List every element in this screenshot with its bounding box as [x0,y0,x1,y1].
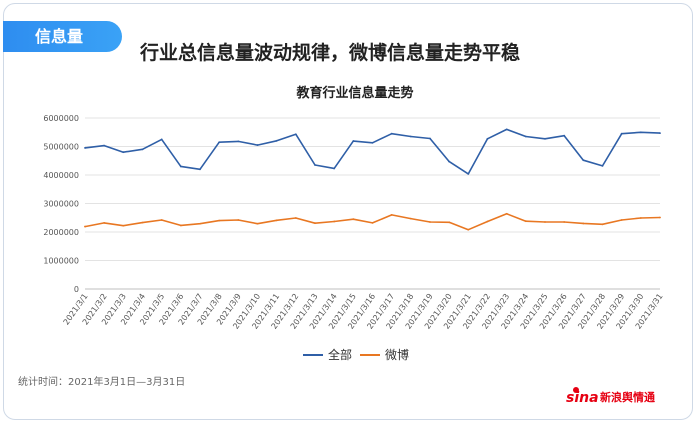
series-line-0 [84,128,661,175]
data-point [103,144,106,147]
y-tick-label: 2000000 [43,228,79,237]
data-point [659,216,661,219]
data-point [294,133,297,136]
sina-yuqing-logo: sina 新浪舆情通 [566,387,655,406]
data-point [486,137,489,140]
legend-label-1: 微博 [385,347,409,362]
data-point [467,228,470,231]
data-point [275,139,278,142]
data-point [409,135,412,138]
category-badge: 信息量 [3,21,122,52]
data-point [179,165,182,168]
data-point [505,212,508,215]
logo-text: 新浪舆情通 [600,390,655,404]
logo-mark: sina [566,390,599,406]
data-point [352,218,355,221]
data-point [601,164,604,167]
x-axis-ticks: 2021/3/12021/3/22021/3/32021/3/42021/3/5… [62,292,665,331]
data-point [314,164,316,166]
data-point [218,219,221,222]
data-point [218,141,221,144]
data-point [371,221,374,224]
legend: 全部 微博 [303,347,409,362]
data-point [352,140,355,142]
data-point [122,151,125,154]
data-point [448,221,451,224]
series-lines [84,128,661,231]
data-point [390,132,393,135]
statistics-period: 统计时间：2021年3月1日—3月31日 [18,377,186,388]
data-point [371,141,374,144]
data-point [141,221,144,224]
data-point [563,134,566,137]
data-point [256,222,259,225]
data-point [659,132,661,135]
data-point [84,225,86,228]
data-point [505,128,508,131]
data-point [467,172,470,175]
card-frame [3,3,693,420]
data-point [524,220,527,223]
series-line-1 [84,213,661,231]
data-point [486,220,489,223]
data-point [544,137,546,140]
data-point [103,221,106,224]
headline: 行业总信息量波动规律，微博信息量走势平稳 [140,42,521,64]
y-tick-label: 5000000 [43,143,79,152]
data-point [563,221,566,223]
y-tick-label: 3000000 [43,200,79,209]
chart-title: 教育行业信息量走势 [295,85,413,101]
data-point [448,160,451,163]
data-point [639,217,642,219]
data-point [409,217,412,220]
y-tick-label: 4000000 [43,171,79,180]
y-axis-ticks: 0 1000000 2000000 3000000 4000000 5000000 6000… [43,114,79,294]
data-point [601,223,604,226]
data-point [582,159,585,162]
data-point [160,219,163,221]
legend-label-0: 全部 [328,347,352,362]
data-point [275,219,278,222]
data-point [429,221,431,223]
grid-lines [85,117,660,290]
data-point [390,214,393,216]
data-point [620,132,623,135]
data-point [199,222,201,225]
data-point [333,220,336,223]
data-point [544,221,546,223]
data-point [179,224,182,227]
data-point [620,219,623,221]
data-point [582,222,585,225]
data-point [84,147,86,149]
data-point [333,167,336,170]
data-point [256,144,259,146]
data-point [314,222,316,225]
data-point [122,224,125,227]
data-point [237,140,240,143]
y-tick-label: 6000000 [43,114,79,123]
data-point [141,148,144,151]
data-point [160,138,163,141]
y-tick-label: 1000000 [43,257,79,266]
data-point [524,135,527,138]
logo-eye-icon [573,387,579,393]
y-tick-label: 0 [74,285,79,294]
data-point [294,217,297,219]
data-point [199,168,201,171]
data-point [237,219,240,221]
data-point [639,131,642,134]
data-point [429,137,431,140]
